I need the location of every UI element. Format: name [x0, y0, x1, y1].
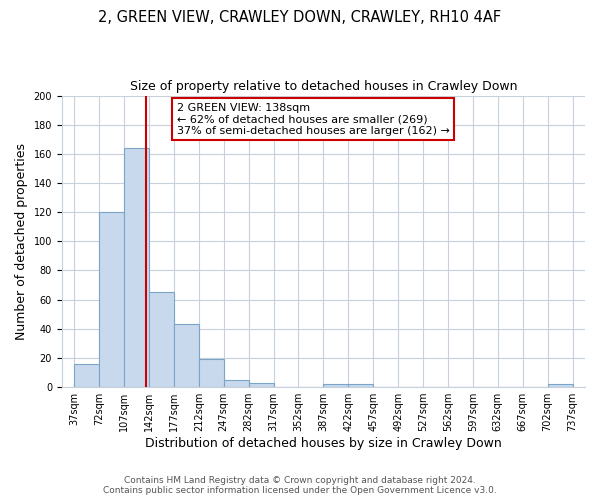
Bar	[248, 382, 274, 387]
X-axis label: Distribution of detached houses by size in Crawley Down: Distribution of detached houses by size …	[145, 437, 502, 450]
Bar	[174, 324, 199, 387]
Bar	[548, 384, 572, 387]
Title: Size of property relative to detached houses in Crawley Down: Size of property relative to detached ho…	[130, 80, 517, 93]
Text: 2 GREEN VIEW: 138sqm
← 62% of detached houses are smaller (269)
37% of semi-deta: 2 GREEN VIEW: 138sqm ← 62% of detached h…	[177, 103, 450, 136]
Bar	[124, 148, 149, 387]
Bar	[74, 364, 99, 387]
Bar	[323, 384, 349, 387]
Bar	[349, 384, 373, 387]
Bar	[224, 380, 248, 387]
Bar	[149, 292, 174, 387]
Y-axis label: Number of detached properties: Number of detached properties	[15, 143, 28, 340]
Bar	[99, 212, 124, 387]
Text: Contains HM Land Registry data © Crown copyright and database right 2024.
Contai: Contains HM Land Registry data © Crown c…	[103, 476, 497, 495]
Bar	[199, 360, 224, 387]
Text: 2, GREEN VIEW, CRAWLEY DOWN, CRAWLEY, RH10 4AF: 2, GREEN VIEW, CRAWLEY DOWN, CRAWLEY, RH…	[98, 10, 502, 25]
